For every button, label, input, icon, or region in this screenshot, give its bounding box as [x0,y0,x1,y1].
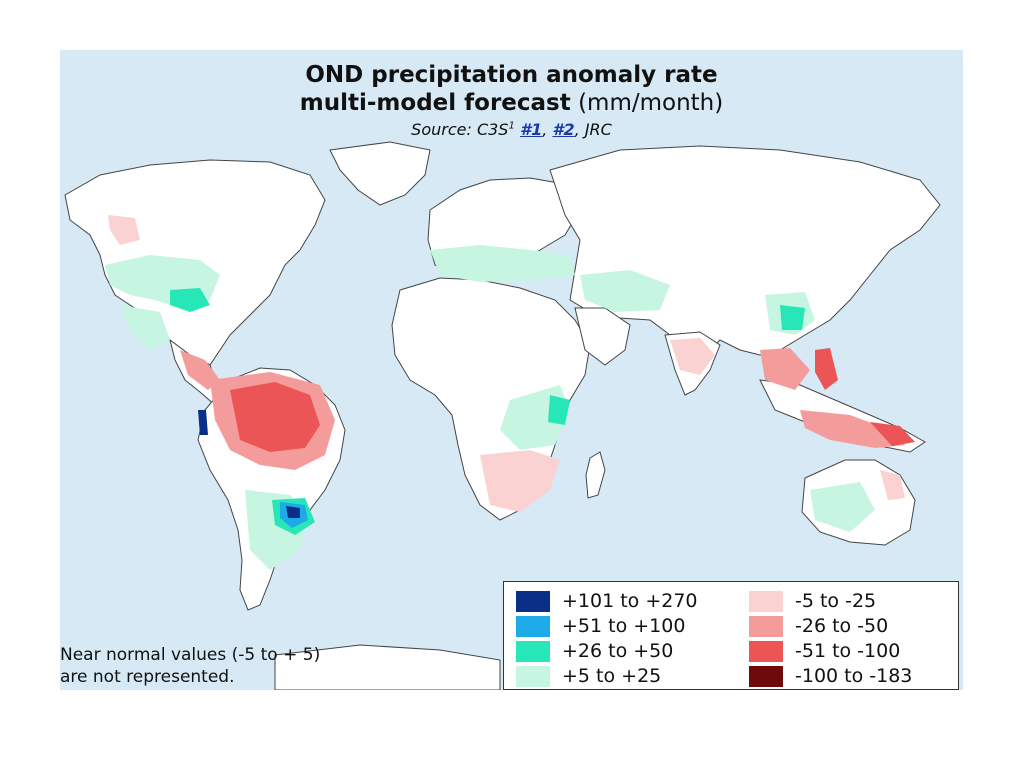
anomaly-central-asia [580,270,670,312]
legend-label: -5 to -25 [795,590,877,612]
legend-item: -100 to -183 [749,665,912,687]
legend-item: +5 to +25 [516,665,661,687]
anomaly-southern-africa [480,450,560,512]
legend-swatch [516,665,550,687]
anomaly-east-africa-strong [548,395,570,425]
source-link-2[interactable]: #2 [552,120,575,139]
map-subtitle-unit: (mm/month) [578,90,724,116]
map-subtitle: multi-model forecast (mm/month) [60,90,963,116]
anomaly-indonesia [800,410,905,448]
anomaly-australia [810,482,875,532]
source-link-1[interactable]: #1 [519,120,543,139]
legend-swatch [749,615,783,637]
legend-swatch [749,665,783,687]
legend-swatch [516,640,550,662]
legend-label: +5 to +25 [562,665,662,687]
legend-label: +51 to +100 [562,615,686,637]
legend-label: +101 to +270 [562,590,698,612]
map-frame: OND precipitation anomaly rate multi-mod… [60,50,963,690]
anomaly-paraguay-max [286,506,300,518]
legend-item: +101 to +270 [516,590,698,612]
anomaly-europe [430,245,575,282]
map-subtitle-bold: multi-model forecast [299,90,571,116]
anomaly-mexico [120,305,170,350]
world-map [60,50,963,690]
anomaly-ecuador-coast [198,410,208,435]
legend-swatch [516,590,550,612]
near-normal-note: Near normal values (-5 to + 5) are not r… [60,644,320,688]
source-suffix: , JRC [574,120,612,139]
anomaly-new-guinea [870,422,915,446]
map-title: OND precipitation anomaly rate [305,62,718,88]
legend-item: +26 to +50 [516,640,673,662]
legend-label: -51 to -100 [795,640,901,662]
source-line: Source: C3S1 #1, #2, JRC [60,120,963,139]
anomaly-east-australia [880,470,905,500]
anomaly-amazon-strong [230,382,320,452]
madagascar-land [585,451,606,499]
source-prefix: Source: C3S [411,120,509,139]
anomaly-southeast-asia [760,348,810,390]
legend-item: -26 to -50 [749,615,888,637]
legend-swatch [749,640,783,662]
anomaly-central-america [180,350,220,390]
anomaly-china-strong [780,305,805,330]
note-line-2: are not represented. [60,667,235,687]
source-separator: , [542,120,553,139]
antarctica-land [274,644,501,690]
anomaly-philippines [815,348,838,390]
greenland-land [329,141,431,206]
legend-item: +51 to +100 [516,615,685,637]
anomaly-west-us [108,215,140,245]
legend-swatch [749,590,783,612]
note-line-1: Near normal values (-5 to + 5) [60,645,321,665]
anomaly-us-southeast [170,288,210,312]
legend-item: -51 to -100 [749,640,900,662]
legend-label: -100 to -183 [795,665,913,687]
legend-label: -26 to -50 [795,615,889,637]
anomaly-india [670,338,715,375]
legend-box: +101 to +270 +51 to +100 +26 to +50 +5 t… [503,581,959,690]
source-superscript: 1 [508,120,515,132]
legend-swatch [516,615,550,637]
legend-label: +26 to +50 [562,640,674,662]
legend-item: -5 to -25 [749,590,876,612]
